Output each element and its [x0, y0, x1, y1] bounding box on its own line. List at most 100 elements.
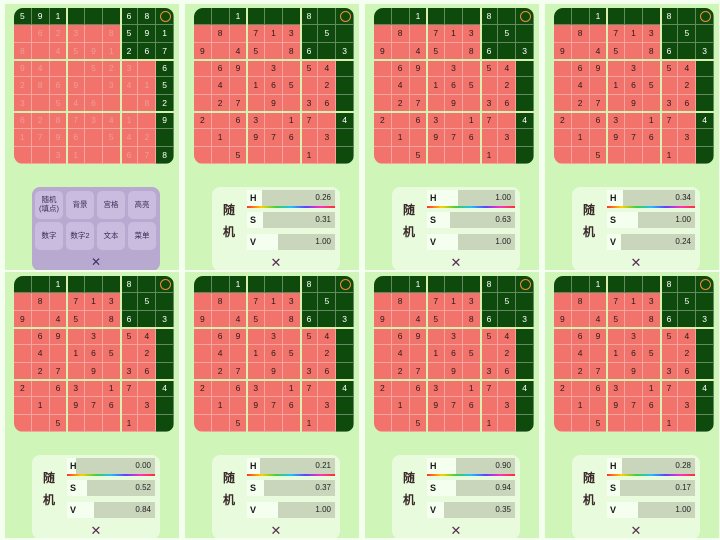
sudoku-cell[interactable]: 9 [265, 362, 283, 380]
sudoku-cell[interactable]: 6 [156, 60, 174, 78]
sudoku-cell[interactable]: 5 [229, 414, 248, 432]
sudoku-cell[interactable]: 6 [14, 112, 32, 130]
sudoku-cell[interactable]: 8 [660, 8, 679, 26]
sudoku-cell[interactable] [229, 25, 248, 43]
sudoku-cell[interactable]: 1 [85, 293, 103, 311]
sudoku-cell[interactable]: 6 [318, 362, 337, 380]
sudoku-cell[interactable]: 1 [156, 25, 174, 43]
sudoku-cell[interactable] [300, 345, 319, 363]
sudoku-cell[interactable] [31, 310, 50, 328]
sudoku-cell[interactable] [607, 60, 626, 78]
sudoku-cell[interactable] [282, 94, 301, 112]
sudoku-cell[interactable]: 5 [102, 345, 121, 363]
sudoku-cell[interactable] [409, 397, 428, 415]
sudoku-cell[interactable]: 3 [67, 380, 86, 398]
sudoku-cell[interactable]: 5 [480, 60, 499, 78]
sudoku-cell[interactable] [427, 414, 446, 432]
sudoku-cell[interactable] [678, 8, 697, 26]
sudoku-cell[interactable] [678, 310, 697, 328]
sudoku-cell[interactable]: 3 [336, 42, 354, 60]
h-slider[interactable]: H 0.28 [607, 458, 695, 474]
sudoku-cell[interactable] [642, 8, 661, 26]
sudoku-cell[interactable]: 1 [607, 345, 626, 363]
sudoku-cell[interactable] [138, 276, 157, 294]
sudoku-cell[interactable]: 3 [607, 380, 626, 398]
sudoku-cell[interactable] [625, 380, 643, 398]
sudoku-cell[interactable]: 1 [67, 345, 86, 363]
menu-button[interactable]: 数字2 [66, 222, 94, 250]
sudoku-cell[interactable] [318, 276, 337, 294]
sudoku-cell[interactable] [696, 362, 714, 380]
sudoku-cell[interactable]: 7 [445, 397, 463, 415]
sudoku-cell[interactable]: 6 [120, 146, 139, 164]
sudoku-cell[interactable]: 7 [247, 293, 266, 311]
sudoku-cell[interactable]: 5 [102, 129, 121, 147]
sudoku-cell[interactable] [85, 8, 103, 26]
sudoku-cell[interactable]: 5 [67, 42, 86, 60]
sudoku-cell[interactable]: 2 [49, 25, 68, 43]
sudoku-cell[interactable] [554, 276, 572, 294]
sudoku-cell[interactable]: 9 [445, 362, 463, 380]
status-ring-icon[interactable] [700, 11, 711, 22]
v-slider[interactable]: V 0.35 [427, 502, 515, 518]
sudoku-cell[interactable] [14, 345, 32, 363]
sudoku-cell[interactable] [102, 94, 121, 112]
sudoku-cell[interactable] [229, 345, 248, 363]
sudoku-cell[interactable]: 8 [300, 276, 319, 294]
h-slider[interactable]: H 1.00 [427, 190, 515, 206]
sudoku-cell[interactable]: 9 [625, 362, 643, 380]
sudoku-cell[interactable]: 6 [571, 60, 590, 78]
close-icon[interactable]: ✕ [630, 523, 642, 538]
menu-button[interactable]: 文本 [97, 222, 125, 250]
sudoku-cell[interactable]: 3 [14, 94, 32, 112]
sudoku-cell[interactable]: 6 [625, 77, 643, 95]
sudoku-cell[interactable] [194, 328, 212, 346]
sudoku-cell[interactable] [374, 60, 392, 78]
sudoku-cell[interactable]: 5 [229, 146, 248, 164]
sudoku-cell[interactable]: 7 [300, 112, 319, 130]
sudoku-cell[interactable] [14, 25, 32, 43]
sudoku-cell[interactable] [516, 94, 534, 112]
sudoku-cell[interactable] [265, 146, 283, 164]
sudoku-cell[interactable]: 9 [49, 129, 68, 147]
sudoku-cell[interactable] [554, 293, 572, 311]
sudoku-cell[interactable] [498, 276, 517, 294]
h-slider[interactable]: H 0.26 [247, 190, 335, 206]
sudoku-cell[interactable]: 2 [138, 345, 157, 363]
sudoku-cell[interactable]: 1 [229, 8, 248, 26]
sudoku-cell[interactable]: 1 [571, 129, 590, 147]
sudoku-cell[interactable] [409, 129, 428, 147]
sudoku-cell[interactable]: 3 [625, 60, 643, 78]
sudoku-cell[interactable] [156, 414, 174, 432]
s-slider[interactable]: S 0.37 [247, 480, 335, 496]
sudoku-cell[interactable]: 8 [660, 276, 679, 294]
sudoku-cell[interactable]: 1 [462, 380, 481, 398]
sudoku-cell[interactable] [194, 276, 212, 294]
sudoku-cell[interactable] [229, 293, 248, 311]
sudoku-cell[interactable] [427, 362, 446, 380]
sudoku-cell[interactable]: 6 [625, 345, 643, 363]
sudoku-cell[interactable]: 4 [318, 60, 337, 78]
sudoku-cell[interactable]: 5 [247, 310, 266, 328]
sudoku-cell[interactable] [247, 8, 266, 26]
sudoku-cell[interactable]: 6 [211, 328, 230, 346]
sudoku-cell[interactable]: 4 [391, 345, 410, 363]
status-ring-icon[interactable] [160, 279, 171, 290]
sudoku-cell[interactable]: 4 [336, 112, 354, 130]
sudoku-cell[interactable]: 2 [498, 77, 517, 95]
sudoku-cell[interactable]: 5 [498, 293, 517, 311]
sudoku-cell[interactable]: 6 [391, 60, 410, 78]
h-slider[interactable]: H 0.34 [607, 190, 695, 206]
sudoku-cell[interactable] [498, 8, 517, 26]
sudoku-cell[interactable]: 1 [409, 8, 428, 26]
sudoku-cell[interactable]: 8 [211, 293, 230, 311]
sudoku-cell[interactable]: 6 [642, 129, 661, 147]
sudoku-cell[interactable] [374, 77, 392, 95]
sudoku-cell[interactable]: 4 [31, 345, 50, 363]
sudoku-cell[interactable]: 6 [462, 397, 481, 415]
sudoku-cell[interactable]: 5 [85, 60, 103, 78]
sudoku-cell[interactable] [516, 77, 534, 95]
sudoku-cell[interactable]: 1 [589, 276, 608, 294]
sudoku-cell[interactable]: 3 [336, 310, 354, 328]
sudoku-cell[interactable] [67, 276, 86, 294]
